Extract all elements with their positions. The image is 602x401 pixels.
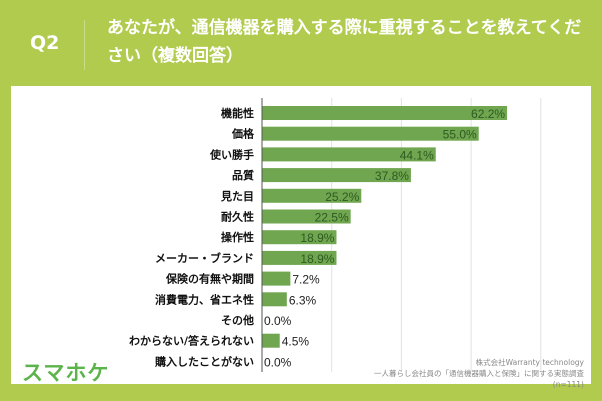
bar: [262, 292, 287, 307]
bar: [262, 250, 337, 265]
value-label: 55.0%: [443, 128, 477, 142]
category-label: メーカー・ブランド: [155, 251, 254, 265]
value-label: 18.9%: [300, 252, 334, 266]
bar: [262, 230, 337, 245]
value-label: 0.0%: [264, 314, 292, 328]
value-label: 4.5%: [282, 335, 310, 349]
category-label: 操作性: [221, 230, 254, 244]
bar: [262, 188, 362, 203]
category-label: 消費電力、省エネ性: [155, 292, 254, 306]
bar: [262, 209, 351, 224]
category-label: その他: [221, 313, 254, 327]
bar: [262, 147, 436, 162]
bar: [262, 168, 411, 183]
value-label: 44.1%: [400, 148, 434, 162]
value-label: 62.2%: [471, 107, 505, 121]
bar: [262, 333, 280, 348]
value-label: 7.2%: [292, 273, 320, 287]
source-n: (n=111): [552, 380, 584, 389]
category-label: 使い勝手: [209, 147, 254, 161]
value-label: 18.9%: [300, 231, 334, 245]
source-note: 株式会社Warranty technology 一人暮らし会社員の「通信機器購入…: [374, 357, 584, 390]
category-label: わからない/答えられない: [129, 334, 254, 348]
value-label: 22.5%: [315, 211, 349, 225]
category-label: 品質: [232, 168, 254, 182]
question-number: Q2: [30, 32, 60, 54]
category-label: 耐久性: [221, 210, 254, 224]
value-label: 0.0%: [264, 355, 292, 369]
value-label: 6.3%: [289, 293, 317, 307]
bar: [262, 271, 291, 286]
category-label: 見た目: [220, 190, 254, 203]
source-company: 株式会社Warranty technology: [475, 358, 584, 367]
category-label: 機能性: [221, 106, 254, 120]
question-title: あなたが、通信機器を購入する際に重視することを教えてください（複数回答）: [107, 18, 582, 66]
value-label: 25.2%: [325, 190, 359, 204]
category-label: 保険の有無や期間: [165, 272, 254, 286]
value-label: 37.8%: [375, 169, 409, 183]
category-label: 価格: [231, 127, 255, 141]
bar: [262, 106, 508, 120]
category-label: 購入したことがない: [154, 354, 254, 368]
source-survey: 一人暮らし会社員の「通信機器購入と保険」に関する実態調査: [374, 369, 584, 378]
divider: [84, 20, 85, 70]
bar: [262, 126, 479, 141]
logo: スマホケ: [22, 361, 110, 385]
